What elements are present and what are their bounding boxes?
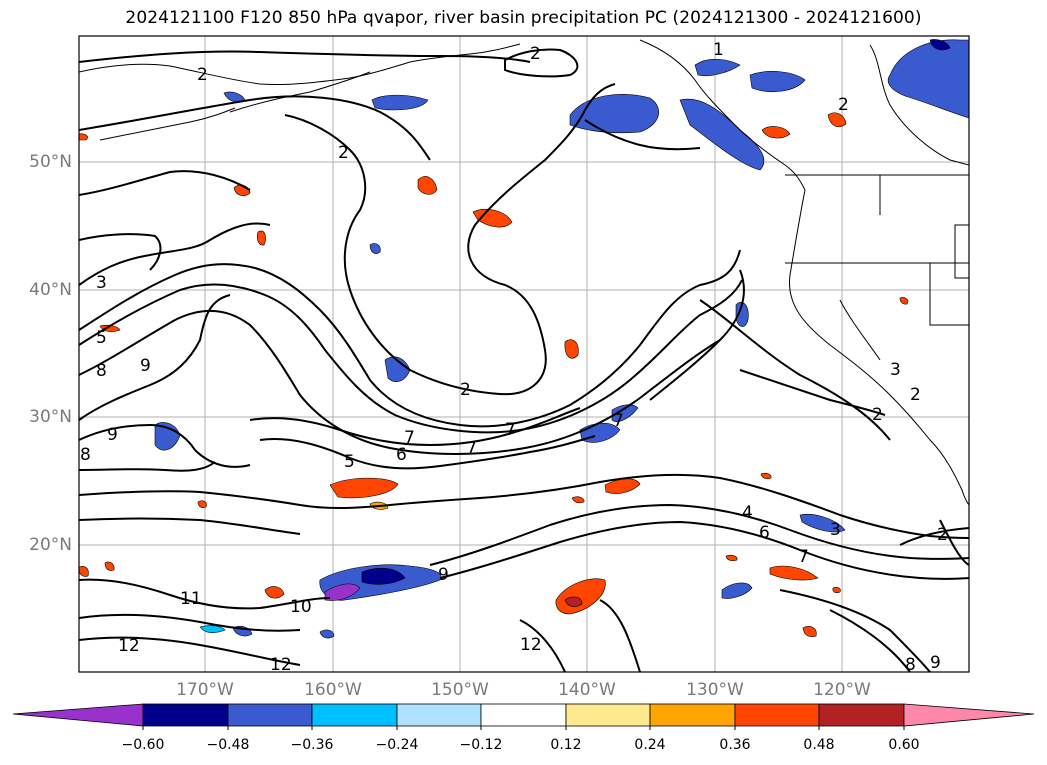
- contour-label: 4: [742, 503, 753, 523]
- contour-label: 6: [396, 445, 407, 465]
- colorbar-tick-label: 0.60: [888, 737, 920, 753]
- qvapor-contours: [79, 48, 969, 672]
- colorbar-segment: [311, 703, 398, 727]
- colorbar: [12, 703, 1035, 730]
- colorbar-tick-label: −0.12: [459, 737, 503, 753]
- contour-label: 12: [520, 635, 542, 655]
- contour-label: 9: [140, 356, 151, 376]
- contour-label: 8: [80, 445, 91, 465]
- colorbar-segment: [734, 703, 820, 727]
- colorbar-tick-label: −0.60: [121, 737, 165, 753]
- colorbar-segment: [142, 703, 229, 727]
- contour-label: 5: [96, 328, 107, 348]
- contour-label: 7: [466, 439, 477, 459]
- lat-label-30n: 30°N: [29, 407, 72, 427]
- negative-precip-fills: [154, 39, 969, 639]
- contour-label: 2: [838, 95, 849, 115]
- map-plot: 1 2 2 2 2 2 3 5 8 9 9 8 5 6 7 7 7 7 4 6 …: [78, 35, 970, 675]
- colorbar-segment: [396, 703, 482, 727]
- contour-label: 10: [290, 597, 312, 617]
- contour-label: 11: [180, 589, 202, 609]
- contour-label: 3: [830, 520, 841, 540]
- contour-label: 9: [438, 565, 449, 585]
- colorbar-segment: [227, 703, 313, 727]
- contour-label: 3: [96, 273, 107, 293]
- contour-label: 12: [270, 655, 292, 675]
- contour-label: 7: [798, 547, 809, 567]
- contour-label: 5: [344, 452, 355, 472]
- colorbar-extend-low: [12, 703, 144, 727]
- contour-label: 2: [937, 525, 948, 545]
- contour-label: 2: [530, 44, 541, 64]
- contour-label: 2: [338, 143, 349, 163]
- lat-label-50n: 50°N: [29, 152, 72, 172]
- lat-label-20n: 20°N: [29, 535, 72, 555]
- colorbar-tick-label: −0.24: [375, 737, 419, 753]
- positive-precip-fills: [79, 112, 909, 638]
- contour-label: 9: [107, 425, 118, 445]
- contour-label: 12: [118, 636, 140, 656]
- colorbar-tick-label: 0.36: [719, 737, 751, 753]
- colorbar-segment: [565, 703, 651, 727]
- lon-label-150w: 150°W: [431, 680, 489, 700]
- contour-label: 7: [613, 411, 624, 431]
- contour-label: 9: [930, 653, 941, 673]
- contour-label: 3: [890, 360, 901, 380]
- colorbar-extend-high: [903, 703, 1035, 727]
- colorbar-tick-label: 0.12: [550, 737, 582, 753]
- lat-label-40n: 40°N: [29, 280, 72, 300]
- lon-label-130w: 130°W: [686, 680, 744, 700]
- contour-label: 1: [713, 40, 724, 60]
- lon-label-160w: 160°W: [304, 680, 362, 700]
- colorbar-tick-label: −0.36: [290, 737, 334, 753]
- contour-label: 7: [505, 420, 516, 440]
- colorbar-tick-label: 0.48: [803, 737, 835, 753]
- contour-label: 7: [404, 428, 415, 448]
- map-frame: [78, 35, 970, 673]
- coastlines: [79, 39, 969, 506]
- contour-label: 6: [759, 523, 770, 543]
- colorbar-segments: [12, 703, 1035, 727]
- colorbar-segment: [480, 703, 567, 727]
- colorbar-segment: [649, 703, 736, 727]
- lon-label-120w: 120°W: [813, 680, 871, 700]
- colorbar-ticks: [142, 726, 905, 730]
- colorbar-tick-label: −0.48: [206, 737, 250, 753]
- lon-label-140w: 140°W: [558, 680, 616, 700]
- contour-label: 2: [460, 380, 471, 400]
- contour-label: 2: [872, 405, 883, 425]
- contour-label: 8: [905, 655, 916, 675]
- colorbar-segment: [818, 703, 905, 727]
- contour-label: 2: [910, 385, 921, 405]
- lon-label-170w: 170°W: [176, 680, 234, 700]
- contour-label: 2: [197, 65, 208, 85]
- map-title: 2024121100 F120 850 hPa qvapor, river ba…: [125, 8, 922, 28]
- contour-labels: 1 2 2 2 2 2 3 5 8 9 9 8 5 6 7 7 7 7 4 6 …: [80, 40, 948, 675]
- contour-label: 8: [96, 361, 107, 381]
- colorbar-tick-label: 0.24: [634, 737, 666, 753]
